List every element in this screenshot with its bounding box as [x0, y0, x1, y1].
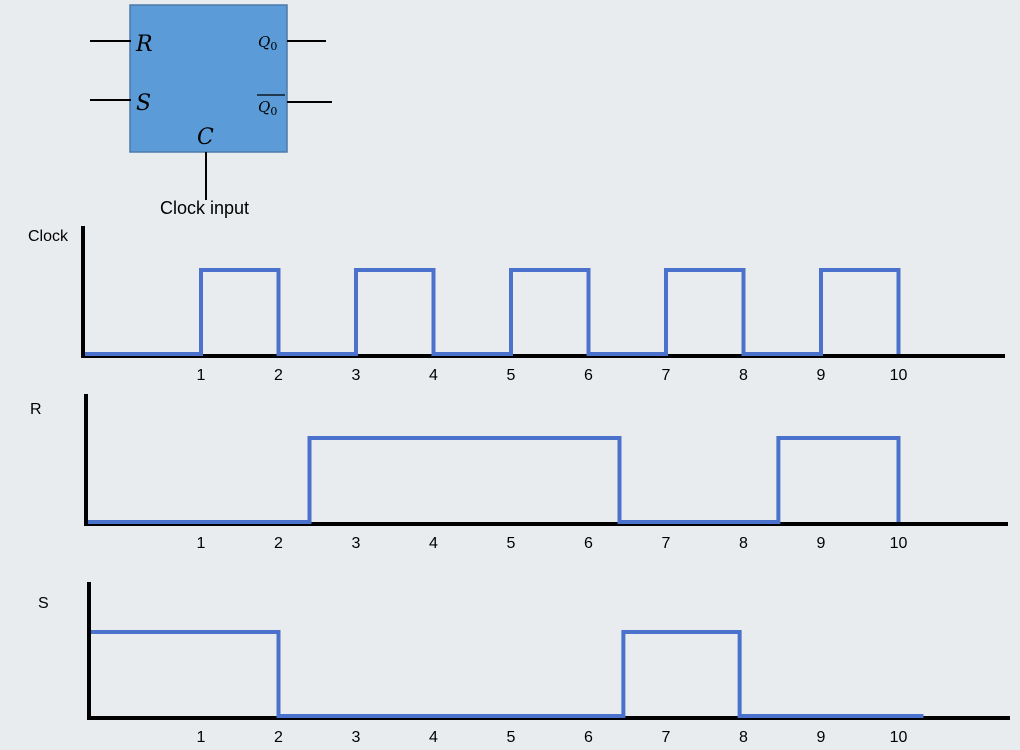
x-tick-label: 6: [584, 367, 593, 384]
x-tick-label: 5: [507, 729, 516, 746]
waveform-clock: [85, 268, 901, 356]
x-tick-label: 4: [429, 367, 438, 384]
x-tick-label: 10: [890, 729, 908, 746]
x-tick-label: 8: [739, 367, 748, 384]
q-output-label: Q0: [258, 33, 277, 53]
x-tick-label: 5: [507, 535, 516, 552]
signal-panel-s: S 1 2 3 4 5 6 7 8 9 10: [38, 582, 1010, 746]
r-input-label: R: [135, 32, 153, 57]
x-tick-label: 3: [352, 367, 361, 384]
x-tick-label: 9: [817, 367, 826, 384]
x-tick-label: 1: [197, 535, 206, 552]
x-tick-label: 7: [662, 535, 671, 552]
s-input-label: S: [136, 91, 151, 116]
x-tick-label: 7: [662, 367, 671, 384]
x-tick-label: 6: [584, 729, 593, 746]
x-tick-label: 2: [274, 535, 283, 552]
x-tick-label: 10: [890, 535, 908, 552]
timing-plots: Clock 1 2 3 4 5 6 7 8 9 10 R 1 2 3 4 5 6 7 8 9 10 S 1 2 3 4 5 6 7 8 9 10: [28, 226, 1010, 746]
x-tick-label: 8: [739, 729, 748, 746]
waveform-r: [88, 436, 901, 524]
x-tick-label: 8: [739, 535, 748, 552]
x-tick-label: 4: [429, 535, 438, 552]
q-output-subscript: 0: [270, 40, 277, 53]
x-tick-label: 9: [817, 535, 826, 552]
qbar-output-label: Q0: [258, 98, 277, 118]
qbar-output-letter: Q: [258, 98, 270, 116]
sr-flip-flop-block: R S C Q0 Q0 Clock input: [90, 4, 332, 218]
signal-label: Clock: [28, 228, 69, 245]
x-tick-label: 2: [274, 729, 283, 746]
x-tick-label: 10: [890, 367, 908, 384]
c-input-label: C: [197, 125, 214, 150]
clock-input-caption: Clock input: [160, 198, 249, 218]
signal-panel-r: R 1 2 3 4 5 6 7 8 9 10: [30, 394, 1008, 552]
signal-label: S: [38, 595, 49, 612]
flip-flop-body: [129, 4, 288, 153]
x-tick-label: 3: [352, 729, 361, 746]
x-tick-label: 4: [429, 729, 438, 746]
x-tick-label: 5: [507, 367, 516, 384]
signal-label: R: [30, 401, 42, 418]
x-tick-label: 1: [197, 367, 206, 384]
waveform-s: [91, 630, 924, 718]
x-tick-label: 1: [197, 729, 206, 746]
q-output-letter: Q: [258, 33, 270, 51]
qbar-output-subscript: 0: [270, 105, 277, 118]
x-tick-label: 3: [352, 535, 361, 552]
x-tick-label: 2: [274, 367, 283, 384]
x-tick-label: 6: [584, 535, 593, 552]
signal-panel-clock: Clock 1 2 3 4 5 6 7 8 9 10: [28, 226, 1005, 384]
x-tick-label: 7: [662, 729, 671, 746]
x-tick-label: 9: [817, 729, 826, 746]
